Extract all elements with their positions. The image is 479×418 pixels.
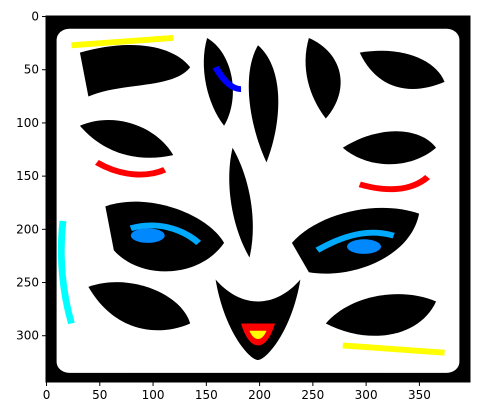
x-tick-label: 350 (408, 388, 431, 402)
y-tick-label: 0 (31, 10, 39, 24)
y-tick-label: 50 (24, 63, 39, 77)
x-tick-label: 150 (195, 388, 218, 402)
x-tick-label: 250 (301, 388, 324, 402)
y-tick-label: 200 (16, 222, 39, 236)
x-tick-label: 50 (92, 388, 107, 402)
y-tick-label: 150 (16, 169, 39, 183)
x-tick-label: 100 (142, 388, 165, 402)
x-tick-label: 200 (248, 388, 271, 402)
y-tick-label: 250 (16, 276, 39, 290)
image (46, 16, 470, 382)
axes-frame (45, 15, 471, 383)
y-tick-label: 100 (16, 116, 39, 130)
x-tick-label: 300 (355, 388, 378, 402)
y-tick-label: 300 (16, 329, 39, 343)
x-tick-label: 0 (43, 388, 51, 402)
